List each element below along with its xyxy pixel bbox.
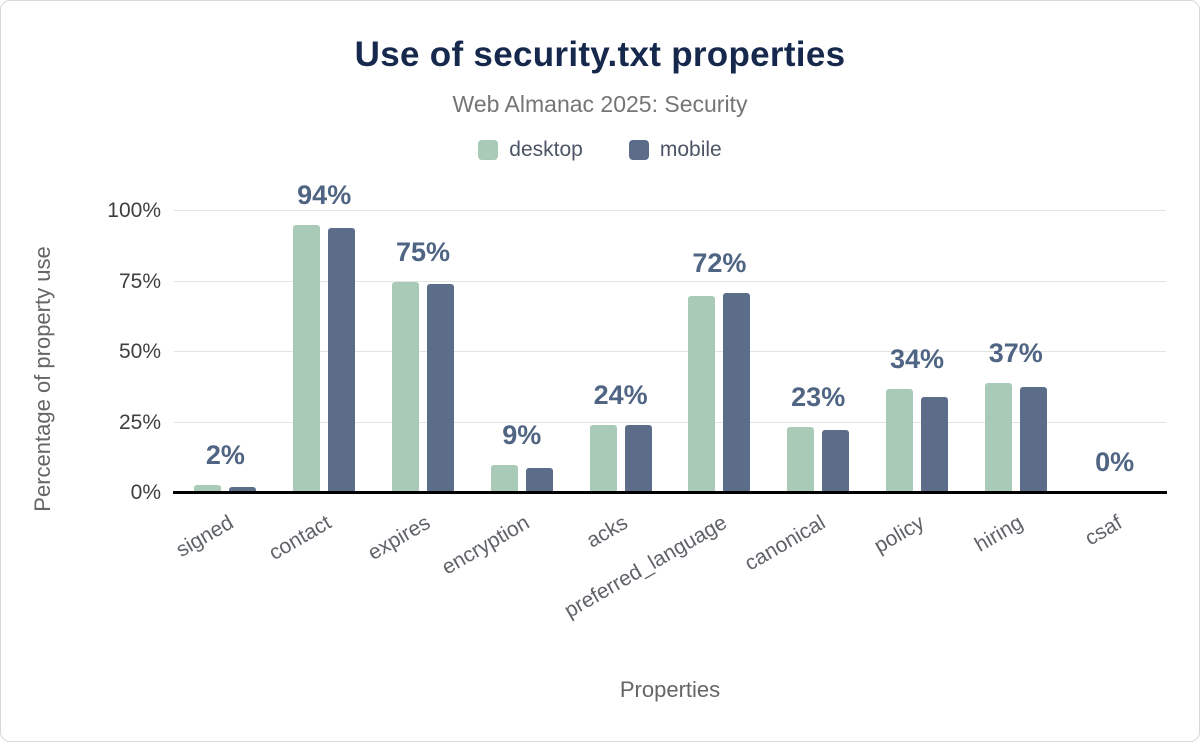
x-axis-title: Properties <box>619 677 721 702</box>
legend-item-mobile[interactable]: mobile <box>628 138 722 162</box>
x-tick-label: contact <box>265 511 336 565</box>
bar-group-canonical <box>769 211 868 493</box>
bar-desktop-preferred_language[interactable] <box>688 295 716 493</box>
x-axis-line <box>173 491 1167 494</box>
y-tick-labels: 0% 25% 50% 75% 100% <box>1 199 161 504</box>
bar-mobile-signed[interactable] <box>229 487 257 493</box>
mobile-legend-swatch-icon <box>628 140 649 160</box>
bar-desktop-acks[interactable] <box>589 425 617 493</box>
bar-desktop-canonical[interactable] <box>787 426 815 493</box>
x-tick-label: policy <box>870 511 929 558</box>
bars <box>176 211 1164 493</box>
bar-group-encryption <box>472 211 571 493</box>
bar-value-label: 94% <box>297 180 352 211</box>
x-tick-label: canonical <box>741 511 830 576</box>
x-tick-label: expires <box>364 511 435 565</box>
x-tick-labels: signed contact expires encryption acks prefer… <box>172 501 1164 631</box>
gridline <box>174 210 1166 211</box>
bar-mobile-acks[interactable] <box>624 425 652 493</box>
bar-mobile-preferred_language[interactable] <box>723 292 751 493</box>
bar-group-policy <box>868 211 967 493</box>
bar-desktop-contact[interactable] <box>293 225 321 493</box>
x-tick-label: signed <box>171 511 237 562</box>
gridline <box>174 351 1166 352</box>
legend-label-desktop: desktop <box>509 138 583 161</box>
plot-area: 2% 94% 75% 9% 24% 72% 23% 34% 37% 0% <box>173 180 1167 494</box>
y-tick-label: 50% <box>118 340 161 363</box>
gridline <box>174 421 1166 423</box>
bar-mobile-hiring[interactable] <box>1019 387 1047 493</box>
y-tick-label: 100% <box>107 199 161 222</box>
x-tick-label: preferred_language <box>560 511 731 623</box>
bar-group-expires <box>374 211 473 493</box>
x-tick-label: csaf <box>1081 511 1127 551</box>
legend-label-mobile: mobile <box>659 138 722 161</box>
x-tick-label: hiring <box>971 511 1028 557</box>
bar-desktop-policy[interactable] <box>885 388 913 493</box>
bar-desktop-expires[interactable] <box>391 281 419 493</box>
bar-desktop-signed[interactable] <box>194 484 222 493</box>
bar-desktop-encryption[interactable] <box>490 464 518 493</box>
bar-desktop-hiring[interactable] <box>984 383 1012 493</box>
bar-group-hiring <box>966 211 1065 493</box>
chart-title: Use of security.txt properties <box>354 35 846 74</box>
y-tick-label: 25% <box>118 410 161 434</box>
bar-mobile-canonical[interactable] <box>822 429 850 493</box>
bar-mobile-encryption[interactable] <box>525 467 553 493</box>
chart-subtitle: Web Almanac 2025: Security <box>452 91 748 117</box>
gridline <box>174 280 1166 282</box>
bar-group-signed <box>176 211 275 493</box>
desktop-legend-swatch-icon <box>478 140 499 160</box>
bar-mobile-expires[interactable] <box>426 284 454 493</box>
x-tick-label: encryption <box>437 511 534 580</box>
x-tick-label: acks <box>583 511 633 553</box>
bar-group-preferred_language <box>670 211 769 493</box>
bar-group-acks <box>571 211 670 493</box>
bar-group-contact <box>275 211 374 493</box>
legend-item-desktop[interactable]: desktop <box>478 138 583 162</box>
bar-mobile-policy[interactable] <box>920 397 948 493</box>
bar-mobile-contact[interactable] <box>328 227 356 493</box>
legend: desktop mobile <box>1 138 1199 162</box>
bar-group-csaf <box>1065 211 1164 493</box>
y-tick-label: 0% <box>130 481 161 504</box>
y-tick-label: 75% <box>118 269 161 293</box>
